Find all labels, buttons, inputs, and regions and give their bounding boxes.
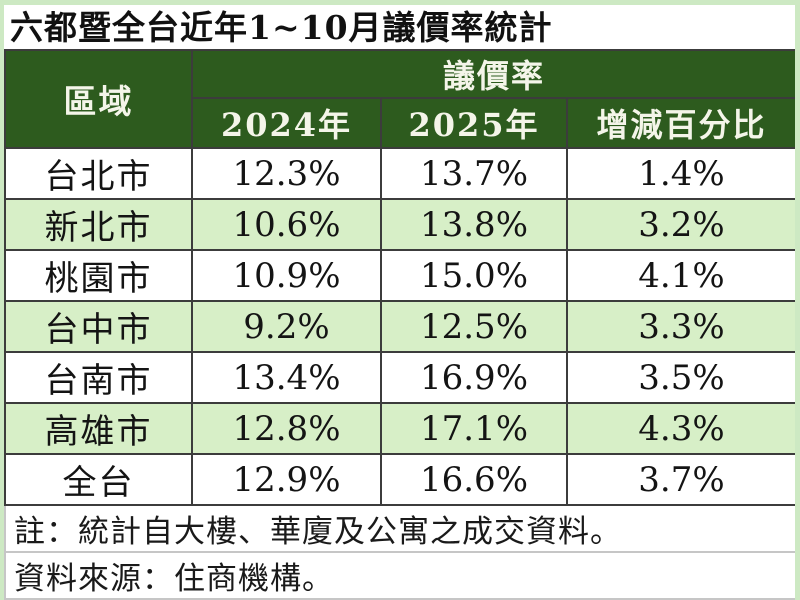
value-2025: 16.9% xyxy=(380,351,568,404)
region-cell: 新北市 xyxy=(4,198,193,251)
table-row-newtaipei: 新北市 10.6% 13.8% 3.2% xyxy=(4,198,795,251)
note-data-source: 資料來源：住商機構。 xyxy=(4,551,795,600)
table-row-kaohsiung: 高雄市 12.8% 17.1% 4.3% xyxy=(4,402,795,455)
note-row: 資料來源：住商機構。 xyxy=(4,551,795,600)
value-2024: 10.6% xyxy=(191,198,382,251)
region-cell: 全台 xyxy=(4,453,193,506)
header-2024: 2024年 xyxy=(191,97,382,149)
table-header: 區域 議價率 2024年 2025年 增減百分比 xyxy=(4,49,795,149)
value-diff: 3.2% xyxy=(566,198,795,251)
note-methodology: 註：統計自大樓、華廈及公寓之成交資料。 xyxy=(4,504,795,553)
value-2025: 13.7% xyxy=(380,147,568,200)
header-region: 區域 xyxy=(4,49,193,149)
page-title: 六都暨全台近年1~10月議價率統計 xyxy=(10,8,553,47)
value-2024: 13.4% xyxy=(191,351,382,404)
value-2024: 10.9% xyxy=(191,249,382,302)
region-cell: 桃園市 xyxy=(4,249,193,302)
region-cell: 台中市 xyxy=(4,300,193,353)
value-2025: 13.8% xyxy=(380,198,568,251)
value-2024: 12.8% xyxy=(191,402,382,455)
value-diff: 4.1% xyxy=(566,249,795,302)
stats-table: 區域 議價率 2024年 2025年 增減百分比 台北市 12.3% 13.7%… xyxy=(4,49,795,600)
region-cell: 台南市 xyxy=(4,351,193,404)
header-2025: 2025年 xyxy=(380,97,568,149)
value-2025: 15.0% xyxy=(380,249,568,302)
note-row: 註：統計自大樓、華廈及公寓之成交資料。 xyxy=(4,504,795,553)
value-2025: 16.6% xyxy=(380,453,568,506)
table-notes: 註：統計自大樓、華廈及公寓之成交資料。 資料來源：住商機構。 xyxy=(4,504,795,600)
value-diff: 3.3% xyxy=(566,300,795,353)
header-diff: 增減百分比 xyxy=(566,97,795,149)
value-diff: 4.3% xyxy=(566,402,795,455)
table-row-taipei: 台北市 12.3% 13.7% 1.4% xyxy=(4,147,795,200)
header-row-years: 2024年 2025年 增減百分比 xyxy=(5,97,795,149)
header-row-group: 區域 議價率 xyxy=(4,49,795,149)
value-2024: 12.9% xyxy=(191,453,382,506)
value-2025: 17.1% xyxy=(380,402,568,455)
table-row-tainan: 台南市 13.4% 16.9% 3.5% xyxy=(4,351,795,404)
value-2024: 9.2% xyxy=(191,300,382,353)
value-diff: 1.4% xyxy=(566,147,795,200)
value-2025: 12.5% xyxy=(380,300,568,353)
region-cell: 高雄市 xyxy=(4,402,193,455)
value-diff: 3.7% xyxy=(566,453,795,506)
table-body: 台北市 12.3% 13.7% 1.4% 新北市 10.6% 13.8% 3.2… xyxy=(4,147,795,506)
header-group-negotiation-rate: 議價率 xyxy=(191,49,795,99)
table-row-nationwide: 全台 12.9% 16.6% 3.7% xyxy=(4,453,795,506)
value-diff: 3.5% xyxy=(566,351,795,404)
table-row-taoyuan: 桃園市 10.9% 15.0% 4.1% xyxy=(4,249,795,302)
value-2024: 12.3% xyxy=(191,147,382,200)
region-cell: 台北市 xyxy=(4,147,193,200)
table-row-taichung: 台中市 9.2% 12.5% 3.3% xyxy=(4,300,795,353)
